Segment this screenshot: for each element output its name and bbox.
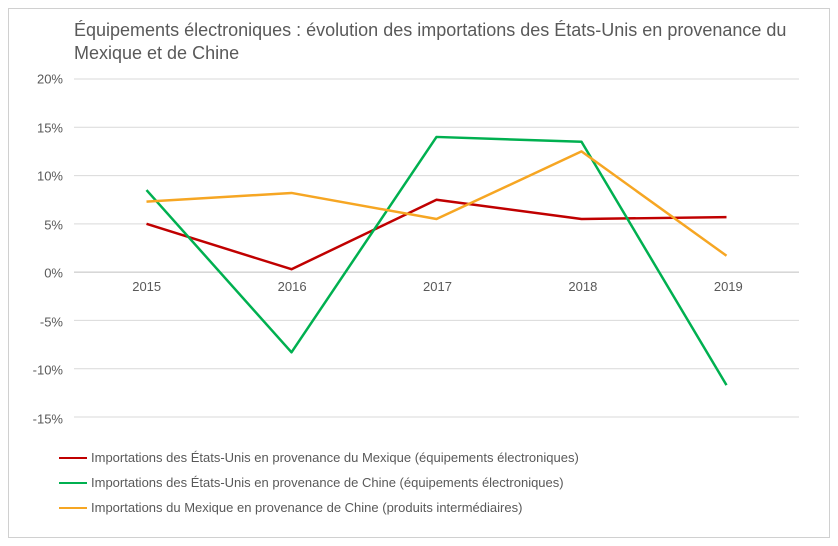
y-tick-label: 5% [44, 217, 63, 232]
legend-item-1: Importations des États-Unis en provenanc… [59, 475, 799, 490]
series-line-0 [147, 200, 727, 270]
legend-swatch [59, 507, 87, 509]
legend-swatch [59, 482, 87, 484]
legend-swatch [59, 457, 87, 459]
x-tick-label: 2019 [714, 279, 743, 294]
y-tick-label: -10% [33, 363, 63, 378]
legend-label: Importations des États-Unis en provenanc… [91, 450, 579, 465]
y-tick-label: 20% [37, 72, 63, 87]
plot-area [74, 79, 799, 417]
x-tick-label: 2015 [132, 279, 161, 294]
y-tick-label: -15% [33, 412, 63, 427]
y-tick-label: -5% [40, 314, 63, 329]
x-tick-label: 2017 [423, 279, 452, 294]
y-tick-label: 0% [44, 266, 63, 281]
y-tick-label: 10% [37, 169, 63, 184]
chart-svg [74, 79, 799, 417]
series-line-1 [147, 137, 727, 385]
chart-container: Équipements électroniques : évolution de… [8, 8, 830, 538]
legend-item-2: Importations du Mexique en provenance de… [59, 500, 799, 515]
x-tick-label: 2018 [568, 279, 597, 294]
y-axis-labels: 20%15%10%5%0%-5%-10%-15% [9, 79, 69, 417]
chart-title: Équipements électroniques : évolution de… [74, 19, 799, 66]
y-tick-label: 15% [37, 120, 63, 135]
x-axis-labels: 2015 2016 2017 2018 2019 [74, 273, 799, 293]
legend-item-0: Importations des États-Unis en provenanc… [59, 450, 799, 465]
legend-label: Importations des États-Unis en provenanc… [91, 475, 564, 490]
x-tick-label: 2016 [278, 279, 307, 294]
legend: Importations des États-Unis en provenanc… [59, 450, 799, 525]
legend-label: Importations du Mexique en provenance de… [91, 500, 522, 515]
